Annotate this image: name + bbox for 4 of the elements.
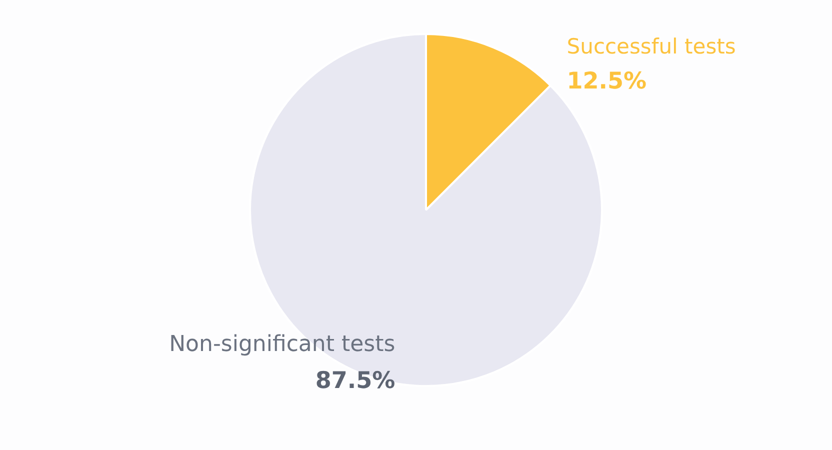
data-label: 87.5% — [315, 368, 396, 394]
data-label: 12.5% — [566, 68, 647, 95]
slice-label: Non-significant tests — [169, 332, 396, 357]
slice-label: Successful tests — [566, 34, 736, 58]
